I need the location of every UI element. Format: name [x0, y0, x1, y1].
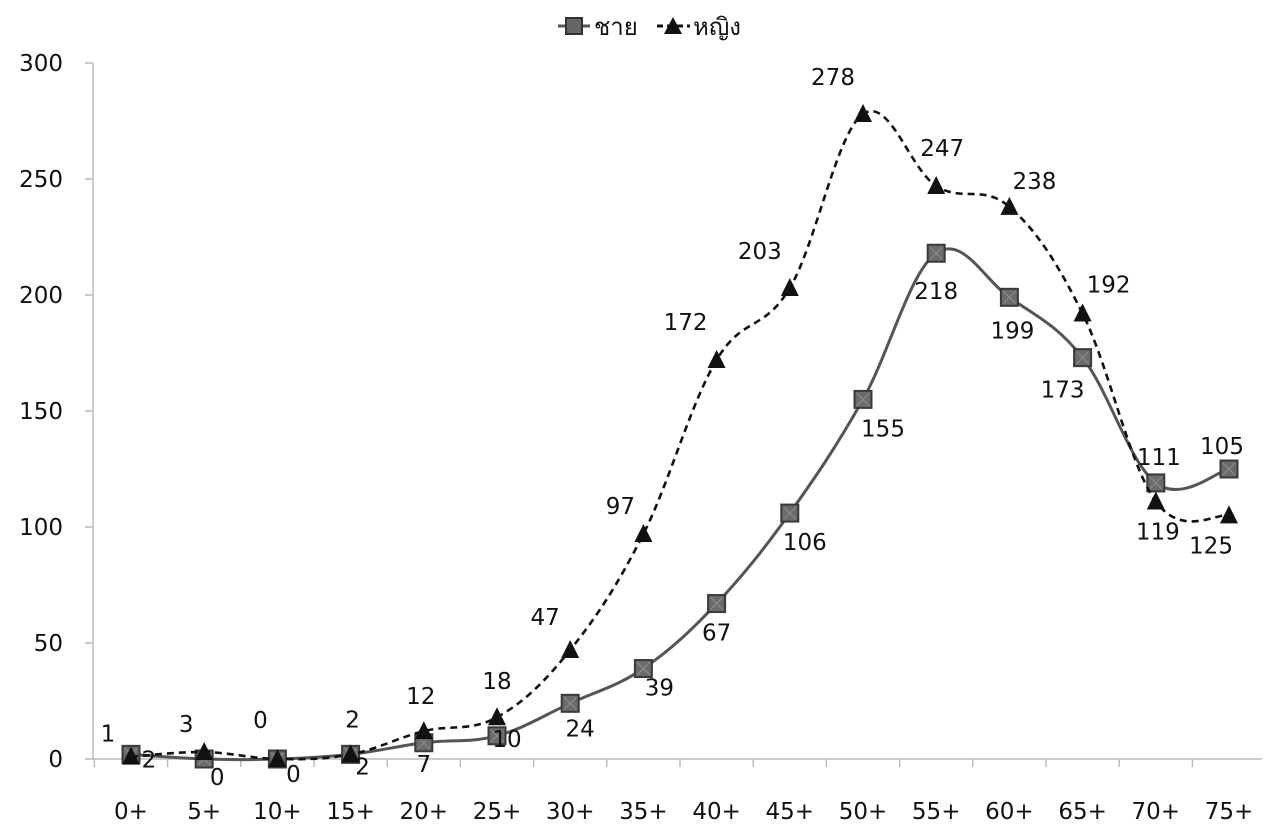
marker-female-point	[707, 349, 726, 368]
data-label-male: 111	[1137, 445, 1181, 471]
x-tick-label: 45+	[766, 799, 815, 824]
marker-female-point	[268, 749, 287, 767]
data-label-male: 7	[416, 752, 431, 778]
marker-male-cross	[1149, 476, 1163, 490]
x-tick-label: 40+	[692, 799, 741, 824]
data-labels: 2 0 0 2 7 10 24 39 67 106 155 218 199 173 111 105 1 3 0 2 12…	[101, 65, 1244, 791]
x-tick-label: 15+	[326, 799, 375, 824]
legend-label-male: ชาย	[594, 13, 638, 41]
y-tick-label: 150	[19, 399, 63, 425]
x-tick-label: 65+	[1058, 799, 1107, 824]
x-tick-label: 35+	[619, 799, 668, 824]
marker-female-point	[634, 523, 653, 542]
y-tick-label: 100	[19, 515, 63, 541]
data-label-female: 203	[738, 239, 782, 265]
data-label-male: 199	[990, 318, 1034, 344]
data-label-male: 0	[286, 762, 301, 788]
data-label-female: 238	[1012, 169, 1056, 195]
data-label-female: 125	[1189, 533, 1233, 559]
data-label-female: 3	[179, 712, 194, 738]
x-tick-label: 20+	[400, 799, 449, 824]
marker-female-point	[561, 639, 580, 658]
marker-male-cross	[856, 392, 870, 406]
marker-male-cross	[783, 506, 797, 520]
data-label-male: 155	[861, 416, 905, 442]
marker-female-point	[780, 278, 799, 297]
marker-female-point	[1146, 491, 1165, 510]
series-layer	[121, 104, 1239, 769]
x-tick-label: 55+	[912, 799, 961, 824]
x-tick-label: 60+	[985, 799, 1034, 824]
x-tick-label: 5+	[187, 799, 221, 824]
data-label-male: 2	[142, 747, 157, 773]
marker-male-cross	[929, 246, 943, 260]
data-label-male: 39	[645, 676, 674, 702]
legend: ชาย หญิง	[558, 13, 741, 41]
marker-male-cross	[636, 662, 650, 675]
x-tick-label: 0+	[114, 799, 148, 824]
marker-female-point	[927, 175, 946, 194]
data-label-female: 97	[606, 494, 635, 520]
data-label-female: 12	[406, 684, 435, 710]
data-label-female: 192	[1087, 273, 1131, 299]
data-label-male: 67	[702, 621, 731, 647]
marker-female-point	[1000, 196, 1019, 215]
marker-male-cross	[490, 729, 504, 743]
y-tick-label: 250	[19, 167, 63, 193]
data-label-female: 172	[664, 310, 708, 336]
marker-male-cross	[563, 696, 577, 710]
series-line-female	[130, 109, 1230, 761]
marker-female-point	[1073, 303, 1092, 322]
data-label-female: 247	[920, 136, 964, 162]
marker-female-point	[414, 721, 433, 740]
data-label-male: 105	[1200, 434, 1244, 460]
data-label-male: 24	[566, 716, 595, 742]
y-tick-label: 300	[19, 51, 63, 77]
marker-male-cross	[710, 597, 724, 610]
data-label-female: 2	[345, 707, 360, 733]
data-label-female: 119	[1136, 519, 1180, 545]
y-tick-label: 50	[34, 631, 63, 657]
marker-male-cross	[1222, 462, 1236, 476]
marker-female-point	[488, 707, 506, 726]
marker-female-point	[122, 746, 140, 765]
x-tick-label: 30+	[546, 799, 595, 824]
y-tick-label: 200	[19, 283, 63, 309]
data-label-male: 218	[914, 279, 958, 305]
legend-label-female: หญิง	[693, 13, 741, 41]
marker-female-point	[195, 742, 214, 761]
data-label-female: 1	[101, 722, 116, 748]
marker-female-point	[341, 744, 360, 763]
x-tick-label: 70+	[1132, 799, 1181, 824]
x-tick-label: 25+	[473, 799, 522, 824]
x-tick-label: 10+	[253, 799, 302, 824]
data-label-female: 0	[253, 708, 268, 734]
marker-male-cross	[1002, 290, 1016, 304]
marker-female-point	[854, 104, 872, 123]
marker-male-cross	[1076, 351, 1090, 365]
data-label-male: 0	[210, 765, 225, 791]
x-tick-label: 75+	[1205, 799, 1254, 824]
data-label-male: 2	[355, 754, 370, 780]
data-label-male: 10	[492, 727, 521, 753]
legend-square-marker	[565, 17, 583, 35]
data-label-female: 18	[482, 669, 511, 695]
data-label-female: 278	[811, 65, 855, 91]
y-tick-label: 0	[48, 747, 63, 773]
marker-female-point	[1220, 505, 1238, 524]
data-label-female: 47	[531, 605, 560, 631]
data-label-male: 106	[783, 530, 827, 556]
legend-triangle-marker	[664, 17, 682, 34]
x-tick-label: 50+	[839, 799, 888, 824]
data-label-male: 173	[1041, 378, 1085, 404]
